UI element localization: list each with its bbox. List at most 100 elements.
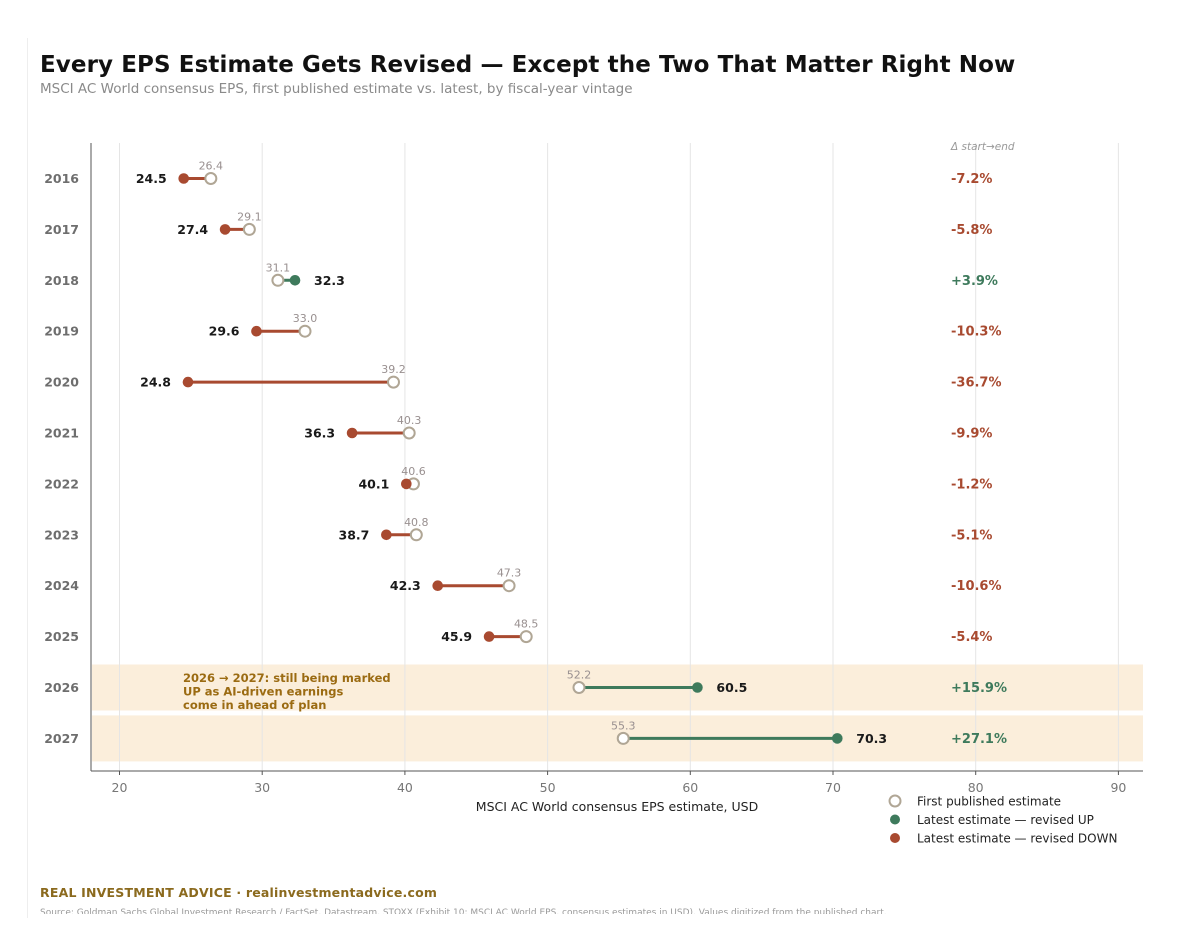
chart-title: Every EPS Estimate Gets Revised — Except… <box>40 52 1016 78</box>
first-estimate-label-2018: 31.1 <box>266 261 291 274</box>
latest-estimate-label-2026: 60.5 <box>716 680 747 695</box>
legend-label: Latest estimate — revised UP <box>917 813 1094 827</box>
latest-estimate-point-2018 <box>289 275 301 286</box>
latest-estimate-point-2027 <box>831 733 843 744</box>
y-tick-label-2020: 2020 <box>44 375 79 390</box>
first-estimate-label-2017: 29.1 <box>237 210 262 223</box>
change-label-2016: -7.2% <box>951 172 992 187</box>
latest-estimate-point-2019 <box>251 325 262 337</box>
latest-estimate-point-2023 <box>381 529 392 541</box>
legend-label: First published estimate <box>917 795 1061 809</box>
y-tick-label-2019: 2019 <box>44 324 79 339</box>
latest-estimate-point-2017 <box>219 224 231 235</box>
first-estimate-label-2024: 47.3 <box>497 567 522 580</box>
first-estimate-point-2021 <box>402 426 416 440</box>
first-estimate-point-2017 <box>242 222 256 236</box>
latest-estimate-label-2018: 32.3 <box>314 273 345 288</box>
row-2018: 2018 31.1 32.3 +3.9% <box>44 261 998 289</box>
row-2025: 2025 48.5 45.9 -5.4% <box>44 618 992 646</box>
row-2020: 2020 39.2 24.8 -36.7% <box>44 363 1001 391</box>
latest-estimate-point-2022 <box>401 478 412 490</box>
legend: First published estimate Latest estimate … <box>888 794 1117 846</box>
latest-estimate-label-2024: 42.3 <box>390 578 421 593</box>
latest-estimate-label-2020: 24.8 <box>140 375 171 390</box>
x-tick-label-20: 20 <box>112 780 128 795</box>
row-2024: 2024 47.3 42.3 -10.6% <box>44 567 1001 595</box>
x-tick-label-70: 70 <box>825 780 841 795</box>
change-label-2023: -5.1% <box>951 528 992 543</box>
first-estimate-point-2023 <box>409 528 423 542</box>
latest-estimate-label-2025: 45.9 <box>441 629 472 644</box>
change-label-2027: +27.1% <box>951 732 1007 747</box>
chart-subtitle: MSCI AC World consensus EPS, first publi… <box>40 81 633 97</box>
first-estimate-point-2020 <box>386 375 400 389</box>
row-2017: 2017 29.1 27.4 -5.8% <box>44 210 992 238</box>
latest-estimate-point-2021 <box>346 427 358 439</box>
latest-estimate-point-2024 <box>432 580 444 591</box>
y-tick-label-2022: 2022 <box>44 476 79 491</box>
latest-estimate-point-2016 <box>178 173 190 184</box>
first-estimate-label-2020: 39.2 <box>381 363 406 376</box>
change-label-2017: -5.8% <box>951 223 992 238</box>
latest-estimate-label-2016: 24.5 <box>136 171 167 186</box>
latest-estimate-point-2020 <box>182 376 194 388</box>
y-tick-label-2025: 2025 <box>44 629 79 644</box>
row-2027: 2027 55.3 70.3 +27.1% <box>44 719 1007 747</box>
first-estimate-label-2021: 40.3 <box>397 414 422 427</box>
latest-estimate-label-2019: 29.6 <box>209 324 240 339</box>
change-label-2020: -36.7% <box>951 376 1002 391</box>
first-estimate-label-2016: 26.4 <box>199 160 224 173</box>
row-2026: 2026 52.2 60.5 +15.9% <box>44 669 1007 697</box>
y-tick-label-2021: 2021 <box>44 426 79 441</box>
x-tick-label-30: 30 <box>254 780 270 795</box>
first-estimate-point-2026 <box>572 681 586 694</box>
legend-marker-first <box>888 794 902 808</box>
change-label-2026: +15.9% <box>951 681 1007 696</box>
legend-marker-up <box>890 814 900 825</box>
y-tick-label-2026: 2026 <box>44 680 79 695</box>
y-tick-label-2023: 2023 <box>44 527 79 542</box>
footer-brand: REAL INVESTMENT ADVICE · realinvestmenta… <box>40 885 438 900</box>
latest-estimate-label-2023: 38.7 <box>339 527 370 542</box>
first-estimate-label-2023: 40.8 <box>404 516 429 529</box>
change-label-2018: +3.9% <box>951 274 998 289</box>
change-label-2024: -10.6% <box>951 579 1002 594</box>
latest-estimate-label-2021: 36.3 <box>304 426 335 441</box>
x-tick-label-90: 90 <box>1110 780 1126 795</box>
annotation-line: UP as AI-driven earnings <box>183 685 343 699</box>
y-tick-label-2017: 2017 <box>44 222 79 237</box>
row-2022: 2022 40.6 40.1 -1.2% <box>44 465 992 493</box>
first-estimate-point-2024 <box>502 579 516 593</box>
row-2019: 2019 33.0 29.6 -10.3% <box>44 312 1001 340</box>
change-label-2021: -9.9% <box>951 427 992 442</box>
change-label-2025: -5.4% <box>951 630 992 645</box>
first-estimate-label-2026: 52.2 <box>567 669 592 682</box>
first-estimate-point-2025 <box>519 630 533 644</box>
latest-estimate-point-2025 <box>483 631 495 642</box>
first-estimate-label-2022: 40.6 <box>401 465 426 478</box>
annotation-line: 2026 → 2027: still being marked <box>183 671 391 685</box>
x-axis-label: MSCI AC World consensus EPS estimate, US… <box>476 799 758 814</box>
first-estimate-point-2019 <box>298 324 312 338</box>
page-edge-divider <box>27 38 28 918</box>
first-estimate-label-2019: 33.0 <box>293 312 318 325</box>
first-estimate-point-2016 <box>204 172 218 185</box>
row-2021: 2021 40.3 36.3 -9.9% <box>44 414 992 442</box>
x-tick-label-50: 50 <box>540 780 556 795</box>
annotation-line: come in ahead of plan <box>183 698 326 712</box>
change-label-2022: -1.2% <box>951 477 992 492</box>
first-estimate-label-2027: 55.3 <box>611 719 636 732</box>
x-tick-label-60: 60 <box>682 780 698 795</box>
first-estimate-label-2025: 48.5 <box>514 618 539 631</box>
legend-label: Latest estimate — revised DOWN <box>917 832 1117 846</box>
y-tick-label-2016: 2016 <box>44 171 79 186</box>
x-tick-label-80: 80 <box>968 780 984 795</box>
latest-estimate-label-2022: 40.1 <box>358 476 389 491</box>
x-tick-label-40: 40 <box>397 780 413 795</box>
latest-estimate-label-2017: 27.4 <box>177 222 208 237</box>
first-estimate-point-2018 <box>271 273 285 287</box>
dumbbell-chart: 20 30 40 50 60 70 80 90 MSCI AC World consensus … <box>44 141 1143 846</box>
legend-marker-down <box>890 833 900 843</box>
